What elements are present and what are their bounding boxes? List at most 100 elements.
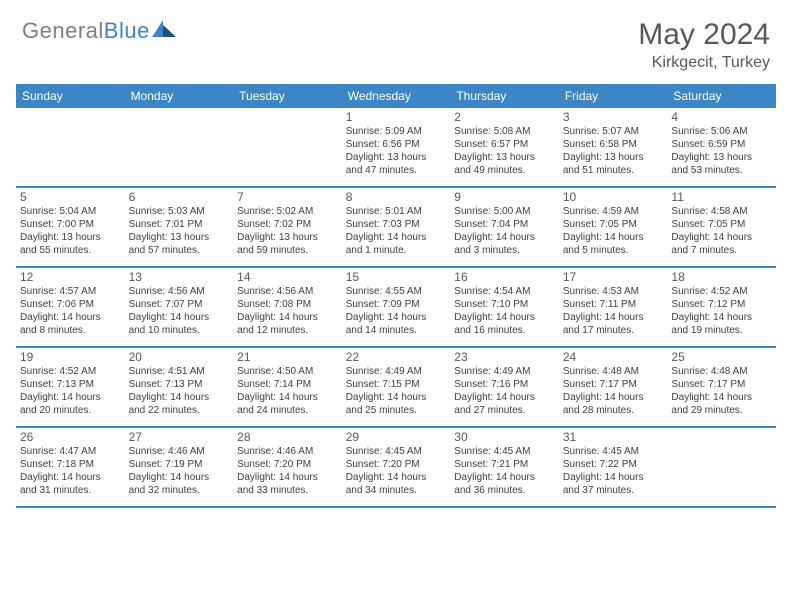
day-cell: 8Sunrise: 5:01 AMSunset: 7:03 PMDaylight… xyxy=(342,188,451,266)
day-cell: 5Sunrise: 5:04 AMSunset: 7:00 PMDaylight… xyxy=(16,188,125,266)
daylight-text: Daylight: 13 hours xyxy=(129,231,230,244)
day-number: 13 xyxy=(129,271,230,284)
sunrise-text: Sunrise: 4:48 AM xyxy=(671,365,772,378)
day-number: 1 xyxy=(346,111,447,124)
sunset-text: Sunset: 7:00 PM xyxy=(20,218,121,231)
daylight-text: Daylight: 14 hours xyxy=(129,311,230,324)
daylight-text: Daylight: 13 hours xyxy=(237,231,338,244)
day-number: 10 xyxy=(563,191,664,204)
sunrise-text: Sunrise: 4:48 AM xyxy=(563,365,664,378)
day-number: 16 xyxy=(454,271,555,284)
location-title: Kirkgecit, Turkey xyxy=(638,54,770,72)
sunrise-text: Sunrise: 4:46 AM xyxy=(129,445,230,458)
sunrise-text: Sunrise: 5:06 AM xyxy=(671,125,772,138)
day-number: 30 xyxy=(454,431,555,444)
sunset-text: Sunset: 7:15 PM xyxy=(346,378,447,391)
sunset-text: Sunset: 7:14 PM xyxy=(237,378,338,391)
empty-cell xyxy=(233,108,342,186)
sunset-text: Sunset: 7:13 PM xyxy=(129,378,230,391)
daylight-text: Daylight: 14 hours xyxy=(20,471,121,484)
daylight-text: Daylight: 13 hours xyxy=(454,151,555,164)
day-number: 2 xyxy=(454,111,555,124)
empty-cell xyxy=(125,108,234,186)
daylight-text: Daylight: 13 hours xyxy=(346,151,447,164)
day-number: 6 xyxy=(129,191,230,204)
sunset-text: Sunset: 7:13 PM xyxy=(20,378,121,391)
daylight-text: Daylight: 14 hours xyxy=(671,391,772,404)
day-cell: 13Sunrise: 4:56 AMSunset: 7:07 PMDayligh… xyxy=(125,268,234,346)
day-number: 23 xyxy=(454,351,555,364)
daylight-text: and 3 minutes. xyxy=(454,244,555,257)
daylight-text: and 5 minutes. xyxy=(563,244,664,257)
sunrise-text: Sunrise: 4:58 AM xyxy=(671,205,772,218)
sunrise-text: Sunrise: 4:45 AM xyxy=(563,445,664,458)
daylight-text: Daylight: 14 hours xyxy=(454,311,555,324)
daylight-text: Daylight: 13 hours xyxy=(563,151,664,164)
sunset-text: Sunset: 6:58 PM xyxy=(563,138,664,151)
daylight-text: Daylight: 14 hours xyxy=(346,471,447,484)
daylight-text: Daylight: 14 hours xyxy=(346,231,447,244)
daylight-text: Daylight: 14 hours xyxy=(454,391,555,404)
day-number: 31 xyxy=(563,431,664,444)
day-number: 5 xyxy=(20,191,121,204)
daylight-text: and 22 minutes. xyxy=(129,404,230,417)
daylight-text: Daylight: 14 hours xyxy=(20,311,121,324)
sunrise-text: Sunrise: 5:01 AM xyxy=(346,205,447,218)
daylight-text: and 31 minutes. xyxy=(20,484,121,497)
sunrise-text: Sunrise: 4:46 AM xyxy=(237,445,338,458)
sunset-text: Sunset: 7:01 PM xyxy=(129,218,230,231)
day-number: 19 xyxy=(20,351,121,364)
dow-saturday: Saturday xyxy=(667,84,776,108)
daylight-text: and 7 minutes. xyxy=(671,244,772,257)
day-number: 18 xyxy=(671,271,772,284)
sunset-text: Sunset: 7:20 PM xyxy=(346,458,447,471)
day-number: 20 xyxy=(129,351,230,364)
day-cell: 31Sunrise: 4:45 AMSunset: 7:22 PMDayligh… xyxy=(559,428,668,506)
daylight-text: and 29 minutes. xyxy=(671,404,772,417)
logo-triangle-icon xyxy=(152,18,178,44)
sunrise-text: Sunrise: 5:02 AM xyxy=(237,205,338,218)
day-cell: 30Sunrise: 4:45 AMSunset: 7:21 PMDayligh… xyxy=(450,428,559,506)
daylight-text: Daylight: 14 hours xyxy=(346,391,447,404)
day-cell: 19Sunrise: 4:52 AMSunset: 7:13 PMDayligh… xyxy=(16,348,125,426)
day-cell: 14Sunrise: 4:56 AMSunset: 7:08 PMDayligh… xyxy=(233,268,342,346)
logo-text-1: General xyxy=(22,18,104,44)
weeks-container: 1Sunrise: 5:09 AMSunset: 6:56 PMDaylight… xyxy=(16,108,776,508)
daylight-text: and 20 minutes. xyxy=(20,404,121,417)
sunset-text: Sunset: 7:09 PM xyxy=(346,298,447,311)
daylight-text: Daylight: 14 hours xyxy=(671,311,772,324)
day-cell: 7Sunrise: 5:02 AMSunset: 7:02 PMDaylight… xyxy=(233,188,342,266)
sunrise-text: Sunrise: 4:49 AM xyxy=(454,365,555,378)
sunrise-text: Sunrise: 4:45 AM xyxy=(454,445,555,458)
sunset-text: Sunset: 7:12 PM xyxy=(671,298,772,311)
dow-friday: Friday xyxy=(559,84,668,108)
daylight-text: and 19 minutes. xyxy=(671,324,772,337)
daylight-text: and 33 minutes. xyxy=(237,484,338,497)
daylight-text: and 8 minutes. xyxy=(20,324,121,337)
daylight-text: Daylight: 14 hours xyxy=(454,471,555,484)
dow-thursday: Thursday xyxy=(450,84,559,108)
sunrise-text: Sunrise: 4:53 AM xyxy=(563,285,664,298)
empty-cell xyxy=(667,428,776,506)
day-number: 9 xyxy=(454,191,555,204)
daylight-text: and 36 minutes. xyxy=(454,484,555,497)
sunset-text: Sunset: 7:08 PM xyxy=(237,298,338,311)
day-cell: 21Sunrise: 4:50 AMSunset: 7:14 PMDayligh… xyxy=(233,348,342,426)
day-number: 21 xyxy=(237,351,338,364)
day-cell: 12Sunrise: 4:57 AMSunset: 7:06 PMDayligh… xyxy=(16,268,125,346)
daylight-text: Daylight: 14 hours xyxy=(237,311,338,324)
week-row: 19Sunrise: 4:52 AMSunset: 7:13 PMDayligh… xyxy=(16,348,776,428)
month-title: May 2024 xyxy=(638,18,770,52)
daylight-text: and 55 minutes. xyxy=(20,244,121,257)
day-number: 27 xyxy=(129,431,230,444)
daylight-text: Daylight: 14 hours xyxy=(563,311,664,324)
day-number: 22 xyxy=(346,351,447,364)
day-cell: 15Sunrise: 4:55 AMSunset: 7:09 PMDayligh… xyxy=(342,268,451,346)
sunrise-text: Sunrise: 5:00 AM xyxy=(454,205,555,218)
daylight-text: Daylight: 14 hours xyxy=(454,231,555,244)
sunset-text: Sunset: 7:05 PM xyxy=(671,218,772,231)
day-number: 24 xyxy=(563,351,664,364)
sunset-text: Sunset: 7:17 PM xyxy=(563,378,664,391)
day-cell: 4Sunrise: 5:06 AMSunset: 6:59 PMDaylight… xyxy=(667,108,776,186)
sunset-text: Sunset: 6:56 PM xyxy=(346,138,447,151)
